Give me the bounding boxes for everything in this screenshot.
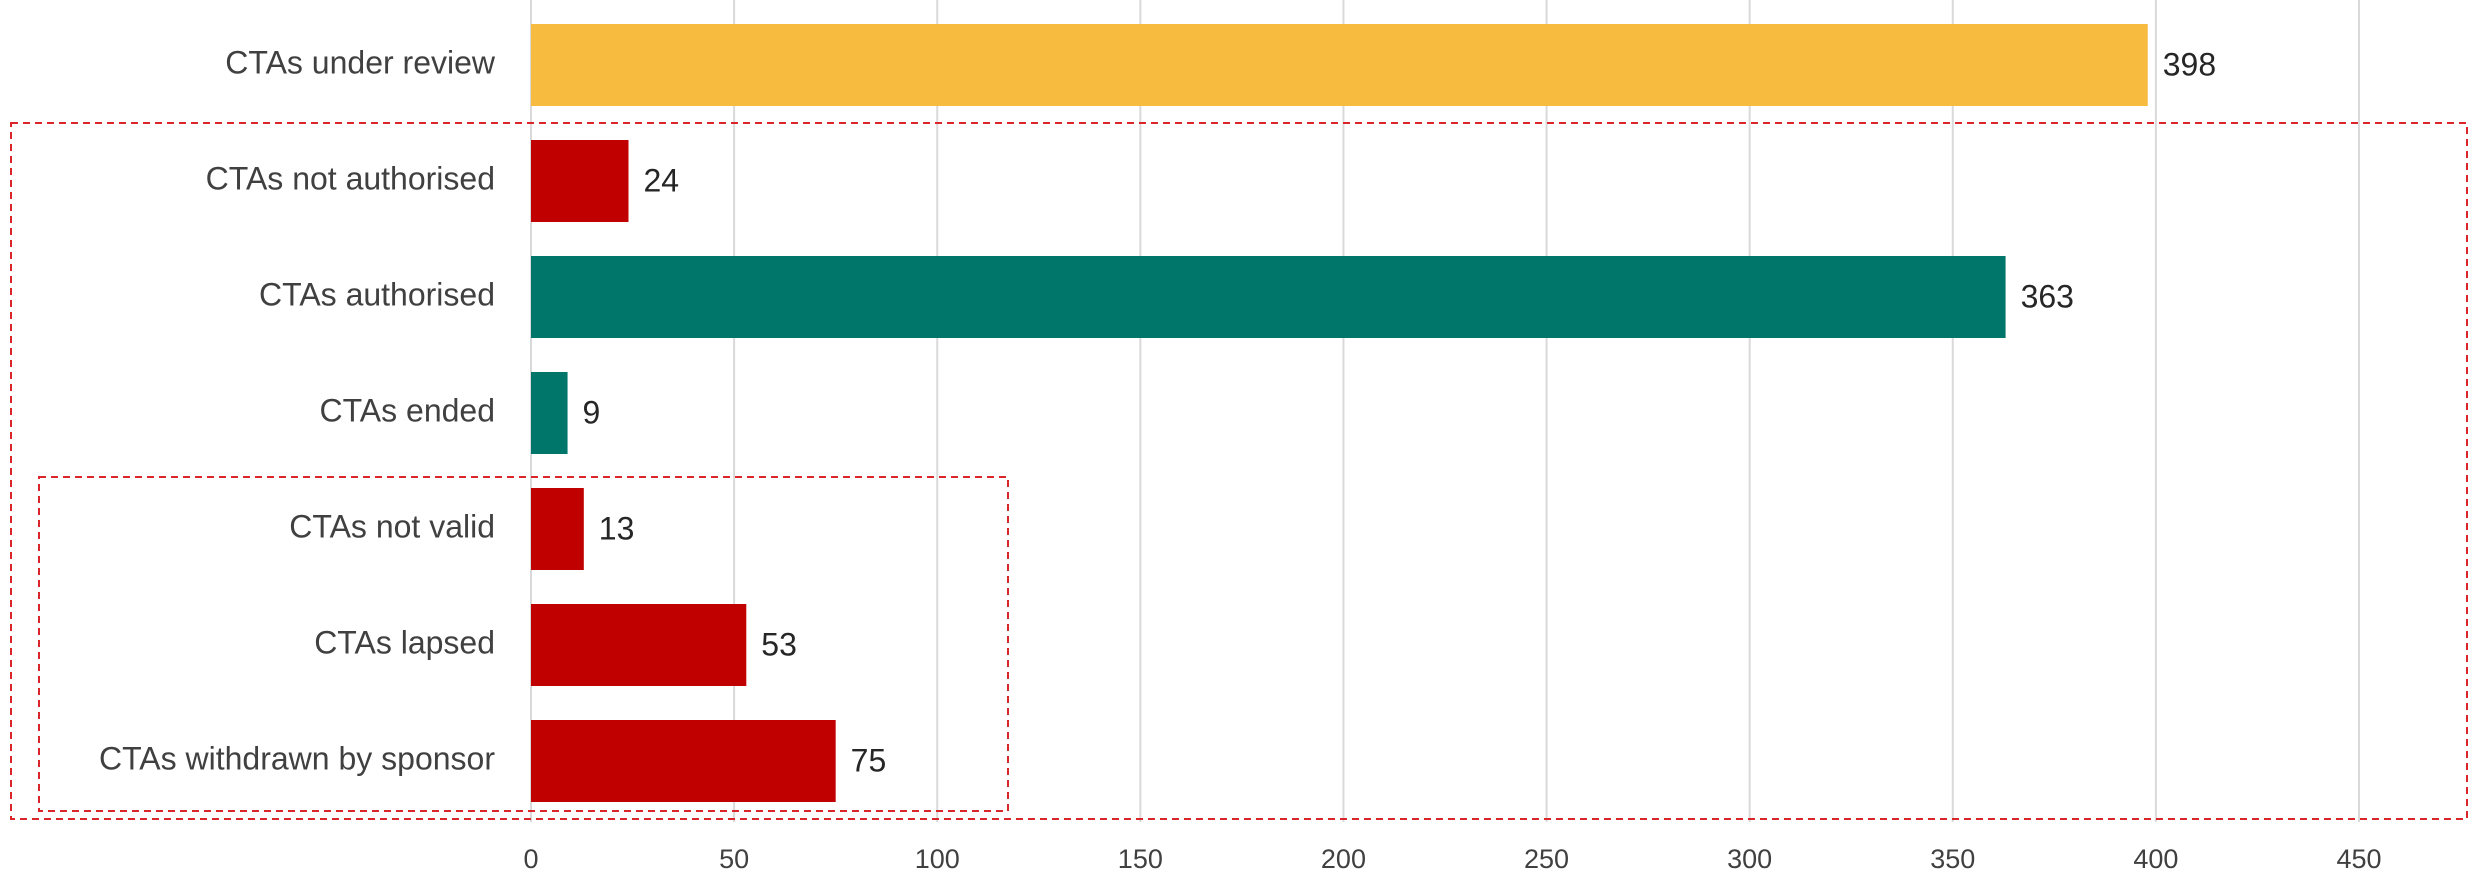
- y-tick-label: CTAs withdrawn by sponsor: [99, 740, 495, 776]
- x-tick-label: 450: [2336, 844, 2381, 874]
- y-tick-label: CTAs not valid: [289, 508, 495, 544]
- highlight-box-outer: [10, 122, 2468, 820]
- value-label: 398: [2163, 46, 2216, 82]
- x-tick-label: 400: [2133, 844, 2178, 874]
- bar: [531, 140, 629, 222]
- x-tick-label: 100: [915, 844, 960, 874]
- x-tick-label: 250: [1524, 844, 1569, 874]
- x-tick-label: 350: [1930, 844, 1975, 874]
- x-tick-label: 150: [1118, 844, 1163, 874]
- x-tick-label: 0: [523, 844, 538, 874]
- bar: [531, 24, 2148, 106]
- y-tick-label: CTAs not authorised: [206, 160, 495, 196]
- value-label: 53: [761, 626, 797, 662]
- x-tick-label: 300: [1727, 844, 1772, 874]
- x-tick-label: 200: [1321, 844, 1366, 874]
- y-tick-label: CTAs ended: [320, 392, 496, 428]
- value-label: 75: [851, 742, 887, 778]
- grid: 0 50 100 150 200 250 300 350 400 450: [523, 0, 2382, 874]
- bar: [531, 720, 836, 802]
- bar: [531, 604, 747, 686]
- y-tick-label: CTAs authorised: [259, 276, 495, 312]
- highlight-box-inner: [38, 476, 1009, 812]
- value-label: 363: [2021, 278, 2074, 314]
- value-label: 24: [643, 162, 679, 198]
- bar: [531, 372, 568, 454]
- value-label: 13: [599, 510, 635, 546]
- bars: CTAs under review 398 CTAs not authorised 2…: [99, 24, 2216, 802]
- bar: [531, 488, 584, 570]
- bar: [531, 256, 2006, 338]
- value-label: 9: [583, 394, 601, 430]
- y-tick-label: CTAs under review: [225, 44, 496, 80]
- y-tick-label: CTAs lapsed: [314, 624, 495, 660]
- x-tick-label: 50: [719, 844, 749, 874]
